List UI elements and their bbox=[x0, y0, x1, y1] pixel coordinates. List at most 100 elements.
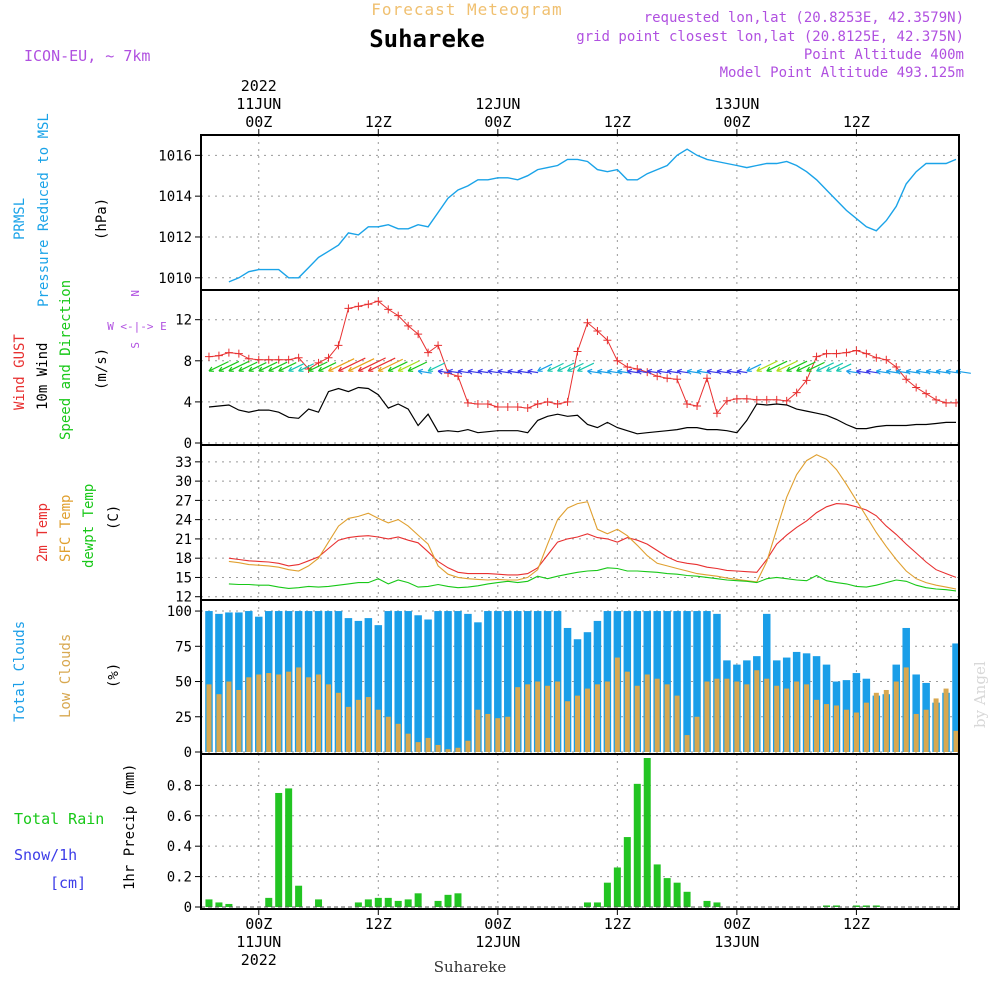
gust-marker bbox=[264, 355, 273, 364]
y-tick-label: 1010 bbox=[158, 271, 192, 287]
wind-arrow-head bbox=[706, 368, 712, 375]
gust-line bbox=[208, 300, 956, 415]
total-cloud-bar bbox=[513, 611, 522, 752]
low-cloud-bar bbox=[525, 684, 531, 752]
gust-marker bbox=[434, 341, 443, 350]
gust-marker bbox=[374, 297, 383, 306]
top-time-label: 13JUN bbox=[714, 95, 759, 113]
top-time-label: 00Z bbox=[245, 113, 272, 131]
wind-arrow-head bbox=[228, 366, 234, 372]
wind-arrow bbox=[766, 360, 788, 372]
total-cloud-bar bbox=[484, 611, 492, 752]
wind-arrow-head bbox=[866, 368, 872, 375]
gust-marker bbox=[364, 300, 373, 309]
y-tick-label: 0.8 bbox=[167, 778, 192, 794]
gust-marker bbox=[782, 396, 791, 405]
panel-pressure: 1010 1012 1014 1016 bbox=[158, 134, 960, 291]
top-time-label: 12Z bbox=[365, 113, 392, 131]
bottom-time-label: 00Z bbox=[484, 915, 511, 933]
low-cloud-bar bbox=[634, 685, 640, 752]
low-cloud-bar bbox=[824, 704, 830, 752]
total-cloud-bar bbox=[414, 615, 422, 752]
wind-arrow-head bbox=[278, 366, 284, 372]
wind-arrow-head bbox=[856, 368, 862, 375]
wind-arrow bbox=[647, 370, 658, 374]
wind-arrow-head bbox=[846, 368, 852, 375]
wind-arrow bbox=[208, 361, 229, 372]
wind-arrow bbox=[816, 362, 834, 372]
total-cloud-bar bbox=[663, 611, 671, 752]
wind-10m-label: 10m Wind bbox=[35, 343, 51, 410]
rain-bar bbox=[583, 902, 591, 907]
low-cloud-bar bbox=[784, 688, 790, 752]
rain-bar bbox=[713, 902, 721, 907]
wind-arrow-head bbox=[885, 368, 892, 375]
y-tick-label: 12 bbox=[175, 590, 192, 606]
low-cloud-bar bbox=[266, 673, 272, 752]
total-cloud-bar bbox=[543, 611, 552, 752]
wind-arrow-head bbox=[676, 368, 683, 375]
y-tick-label: 0 bbox=[184, 436, 192, 452]
wind-arrow bbox=[537, 363, 553, 372]
low-cloud-bar bbox=[883, 689, 889, 752]
gust-marker bbox=[693, 402, 702, 411]
top-time-label: 00Z bbox=[723, 113, 750, 131]
y-tick-label: 33 bbox=[175, 455, 192, 471]
rain-bar bbox=[603, 882, 611, 907]
rain-bar bbox=[623, 837, 631, 907]
wind-arrow-head bbox=[387, 366, 394, 372]
wind-labels: Wind GUST 10m Wind Speed and Direction (… bbox=[12, 280, 167, 440]
bottom-time-label: 00Z bbox=[245, 915, 272, 933]
wind-arrow-head bbox=[656, 368, 663, 375]
gust-marker bbox=[593, 326, 602, 335]
y-tick-label: 15 bbox=[175, 570, 192, 586]
wind-arrow bbox=[577, 362, 595, 372]
wind-arrow-head bbox=[477, 368, 483, 375]
temp-sfc-label: SFC Temp bbox=[58, 495, 74, 562]
wind-arrow bbox=[477, 370, 489, 374]
wind-arrow-head bbox=[487, 368, 493, 375]
wind-arrow-head bbox=[756, 366, 762, 372]
gust-marker bbox=[533, 399, 542, 408]
wind-arrow bbox=[776, 360, 798, 372]
low-cloud-bar bbox=[575, 695, 581, 752]
top-time-label: 12Z bbox=[843, 113, 870, 131]
low-cloud-bar bbox=[365, 697, 371, 752]
wind-arrow-head bbox=[258, 366, 264, 372]
wind-arrow bbox=[467, 370, 480, 374]
gust-marker bbox=[942, 398, 951, 407]
wind-arrow-head bbox=[915, 368, 922, 375]
low-cloud-bar bbox=[694, 716, 700, 752]
rain-bar bbox=[434, 900, 442, 907]
wind-arrow bbox=[308, 361, 328, 372]
wind-arrow bbox=[497, 370, 510, 374]
total-cloud-bar bbox=[693, 611, 701, 752]
total-cloud-bar bbox=[912, 674, 920, 752]
percent-label: (%) bbox=[106, 663, 122, 688]
total-cloud-bar bbox=[504, 611, 512, 752]
low-cloud-bar bbox=[355, 699, 361, 752]
rain-bar bbox=[832, 905, 840, 907]
low-cloud-bar bbox=[306, 677, 312, 752]
wind-arrow-head bbox=[746, 366, 752, 372]
low-cloud-bar bbox=[833, 705, 839, 752]
low-cloud-bar bbox=[455, 747, 461, 752]
gust-marker bbox=[822, 349, 831, 358]
low-cloud-bar bbox=[485, 713, 491, 752]
wind-arrow bbox=[866, 370, 879, 374]
low-cloud-bar bbox=[704, 681, 710, 752]
panel-clouds: 0 25 50 75 100 bbox=[167, 599, 960, 761]
low-cloud-bar bbox=[714, 678, 720, 752]
total-rain-label: Total Rain bbox=[14, 810, 104, 828]
gust-marker bbox=[523, 404, 532, 413]
bottom-time-label: 13JUN bbox=[714, 933, 759, 951]
watermark: by Angel bbox=[971, 661, 989, 728]
wind-arrow-head bbox=[597, 368, 603, 375]
y-tick-label: 4 bbox=[184, 395, 192, 411]
low-cloud-bar bbox=[495, 718, 501, 752]
wind-arrow-head bbox=[776, 366, 782, 372]
y-tick-label: 0.2 bbox=[167, 870, 192, 886]
wind-arrow bbox=[826, 362, 844, 372]
wind-arrow bbox=[527, 370, 539, 374]
